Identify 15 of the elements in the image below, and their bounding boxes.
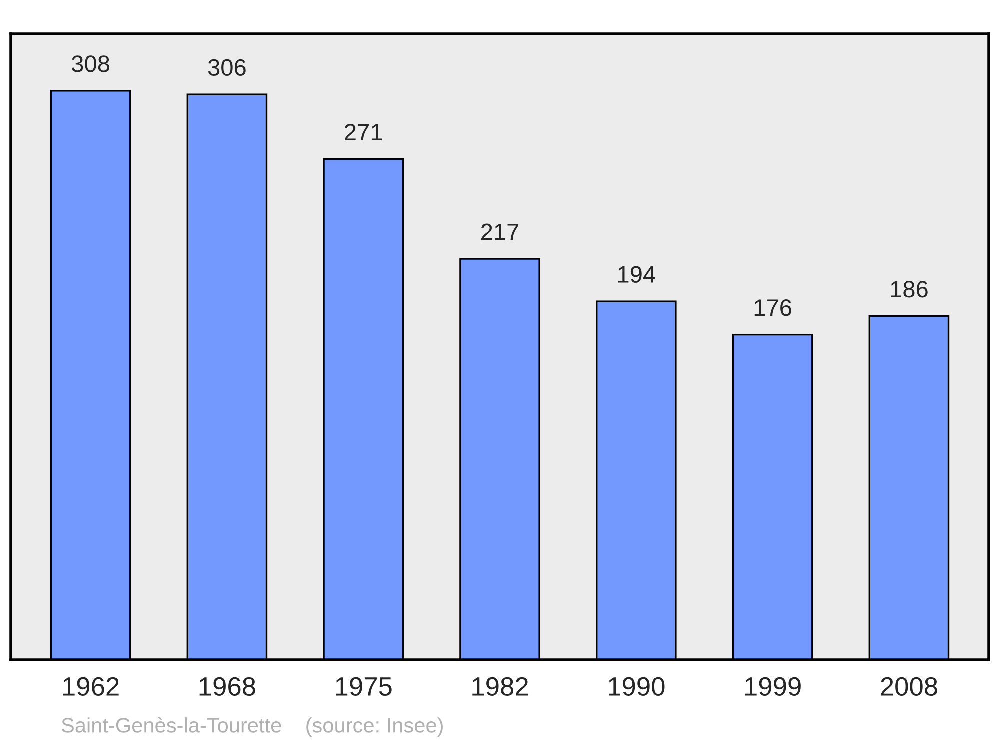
data-label: 186 [891, 281, 928, 298]
x-tick-label: 1962 [63, 677, 119, 696]
x-tick-label: 1975 [336, 677, 392, 696]
data-label: 306 [208, 59, 246, 76]
x-tick-label: 1990 [609, 677, 665, 696]
text: Saint-Genès-la-Tourette (source: Insee) [62, 717, 443, 737]
x-tick-label: 1968 [200, 677, 256, 696]
x-tick-label: 1999 [745, 677, 801, 696]
x-tick-label: 2008 [881, 677, 938, 696]
data-label: 176 [754, 300, 792, 316]
x-tick-label: 1982 [472, 677, 528, 696]
data-label: 194 [618, 266, 656, 283]
data-label: 271 [345, 124, 382, 140]
data-label: 217 [481, 224, 519, 240]
data-label: 308 [72, 56, 110, 72]
